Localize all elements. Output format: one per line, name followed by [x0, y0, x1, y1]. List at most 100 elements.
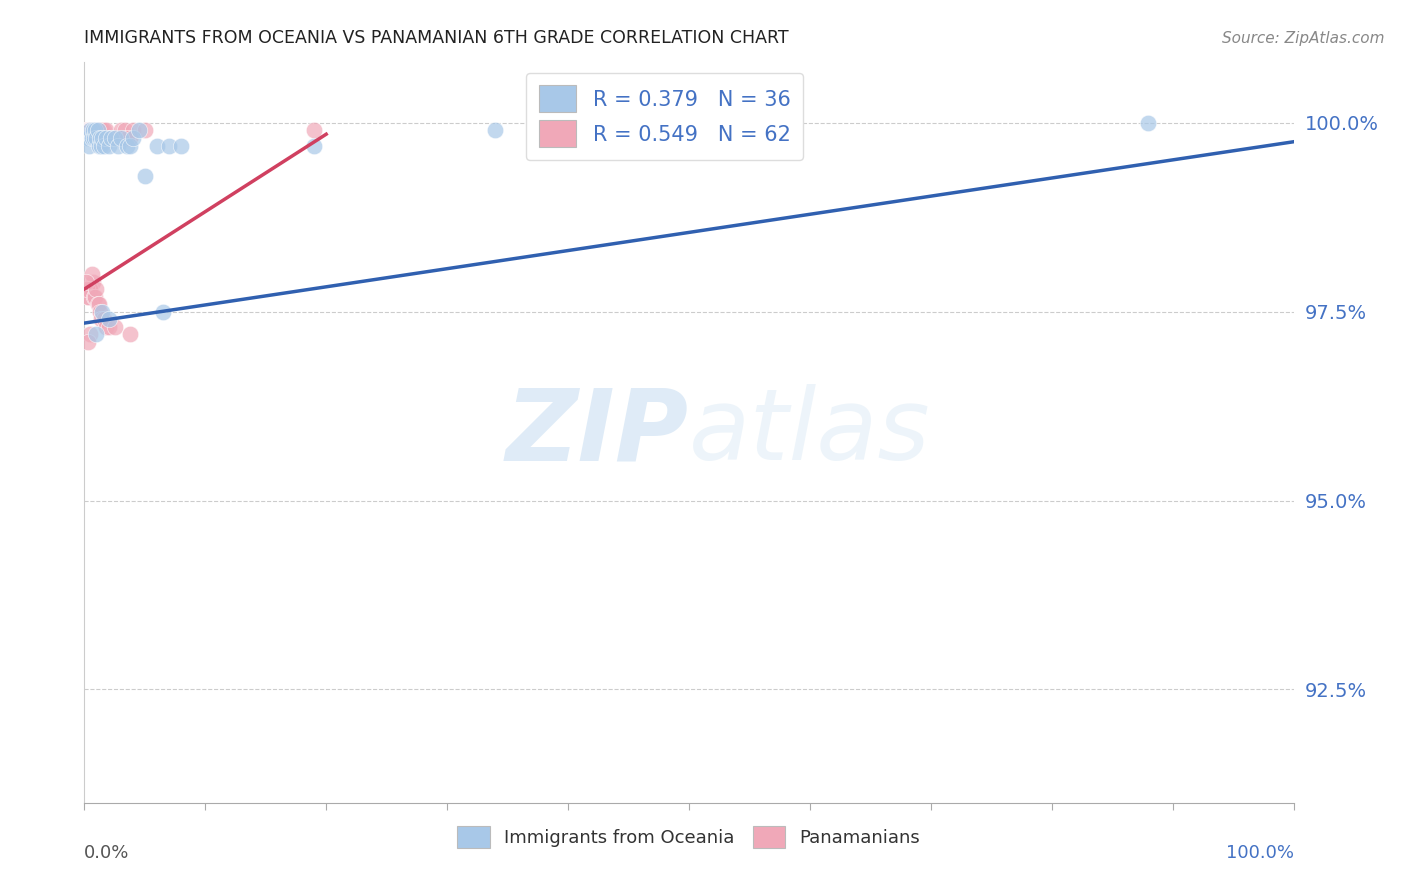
- Text: 0.0%: 0.0%: [84, 844, 129, 862]
- Point: [93, 138, 115, 153]
- Point: [77, 123, 100, 137]
- Point: [86, 123, 108, 137]
- Point: [94, 131, 117, 145]
- Point: [100, 131, 122, 145]
- Point: [94, 319, 117, 334]
- Point: [79, 282, 101, 296]
- Point: [83, 131, 105, 145]
- Point: [84, 290, 107, 304]
- Point: [117, 131, 139, 145]
- Text: IMMIGRANTS FROM OCEANIA VS PANAMANIAN 6TH GRADE CORRELATION CHART: IMMIGRANTS FROM OCEANIA VS PANAMANIAN 6T…: [84, 29, 789, 47]
- Point: [302, 123, 325, 137]
- Point: [79, 327, 101, 342]
- Point: [89, 123, 111, 137]
- Point: [87, 138, 110, 153]
- Point: [97, 319, 120, 334]
- Point: [83, 123, 105, 137]
- Point: [134, 169, 156, 183]
- Point: [79, 123, 101, 137]
- Point: [90, 123, 112, 137]
- Point: [93, 312, 115, 326]
- Point: [86, 123, 108, 137]
- Point: [82, 275, 104, 289]
- Point: [90, 312, 112, 326]
- Point: [97, 312, 120, 326]
- Point: [86, 327, 108, 342]
- Point: [77, 123, 100, 137]
- Point: [77, 123, 100, 137]
- Point: [104, 319, 127, 334]
- Point: [86, 123, 108, 137]
- Point: [110, 131, 132, 145]
- Point: [80, 131, 103, 145]
- Point: [76, 282, 98, 296]
- Point: [77, 138, 100, 153]
- Point: [104, 131, 127, 145]
- Point: [134, 123, 156, 137]
- Point: [79, 123, 101, 137]
- Point: [77, 123, 100, 137]
- Point: [107, 138, 129, 153]
- Legend: Immigrants from Oceania, Panamanians: Immigrants from Oceania, Panamanians: [449, 816, 929, 856]
- Point: [80, 123, 103, 137]
- Point: [484, 123, 506, 137]
- Point: [86, 297, 108, 311]
- Point: [120, 138, 142, 153]
- Text: Source: ZipAtlas.com: Source: ZipAtlas.com: [1222, 31, 1385, 46]
- Point: [103, 131, 125, 145]
- Point: [76, 123, 98, 137]
- Point: [76, 123, 98, 137]
- Point: [77, 334, 100, 349]
- Point: [128, 123, 150, 137]
- Point: [84, 123, 107, 137]
- Point: [83, 123, 105, 137]
- Point: [97, 131, 120, 145]
- Point: [77, 290, 100, 304]
- Point: [82, 123, 104, 137]
- Point: [112, 131, 135, 145]
- Point: [302, 138, 325, 153]
- Point: [91, 123, 114, 137]
- Point: [115, 131, 138, 145]
- Point: [77, 123, 100, 137]
- Point: [89, 131, 111, 145]
- Point: [82, 123, 104, 137]
- Point: [75, 123, 97, 137]
- Point: [91, 304, 114, 318]
- Point: [77, 131, 100, 145]
- Point: [120, 131, 142, 145]
- Point: [75, 123, 97, 137]
- Point: [170, 138, 193, 153]
- Text: atlas: atlas: [689, 384, 931, 481]
- Point: [100, 131, 122, 145]
- Text: ZIP: ZIP: [506, 384, 689, 481]
- Point: [80, 267, 103, 281]
- Point: [80, 123, 103, 137]
- Point: [725, 116, 748, 130]
- Point: [86, 131, 108, 145]
- Point: [77, 290, 100, 304]
- Point: [86, 123, 108, 137]
- Point: [79, 123, 101, 137]
- Point: [1137, 116, 1160, 130]
- Point: [110, 123, 132, 137]
- Point: [86, 282, 108, 296]
- Point: [91, 131, 114, 145]
- Point: [121, 131, 143, 145]
- Point: [114, 123, 136, 137]
- Point: [120, 327, 142, 342]
- Point: [157, 138, 180, 153]
- Point: [104, 131, 127, 145]
- Text: 100.0%: 100.0%: [1226, 844, 1294, 862]
- Point: [115, 138, 138, 153]
- Point: [83, 290, 105, 304]
- Point: [107, 131, 129, 145]
- Point: [94, 123, 117, 137]
- Point: [97, 138, 120, 153]
- Point: [90, 138, 112, 153]
- Point: [152, 304, 174, 318]
- Point: [87, 123, 110, 137]
- Point: [84, 123, 107, 137]
- Point: [146, 138, 169, 153]
- Point: [89, 304, 111, 318]
